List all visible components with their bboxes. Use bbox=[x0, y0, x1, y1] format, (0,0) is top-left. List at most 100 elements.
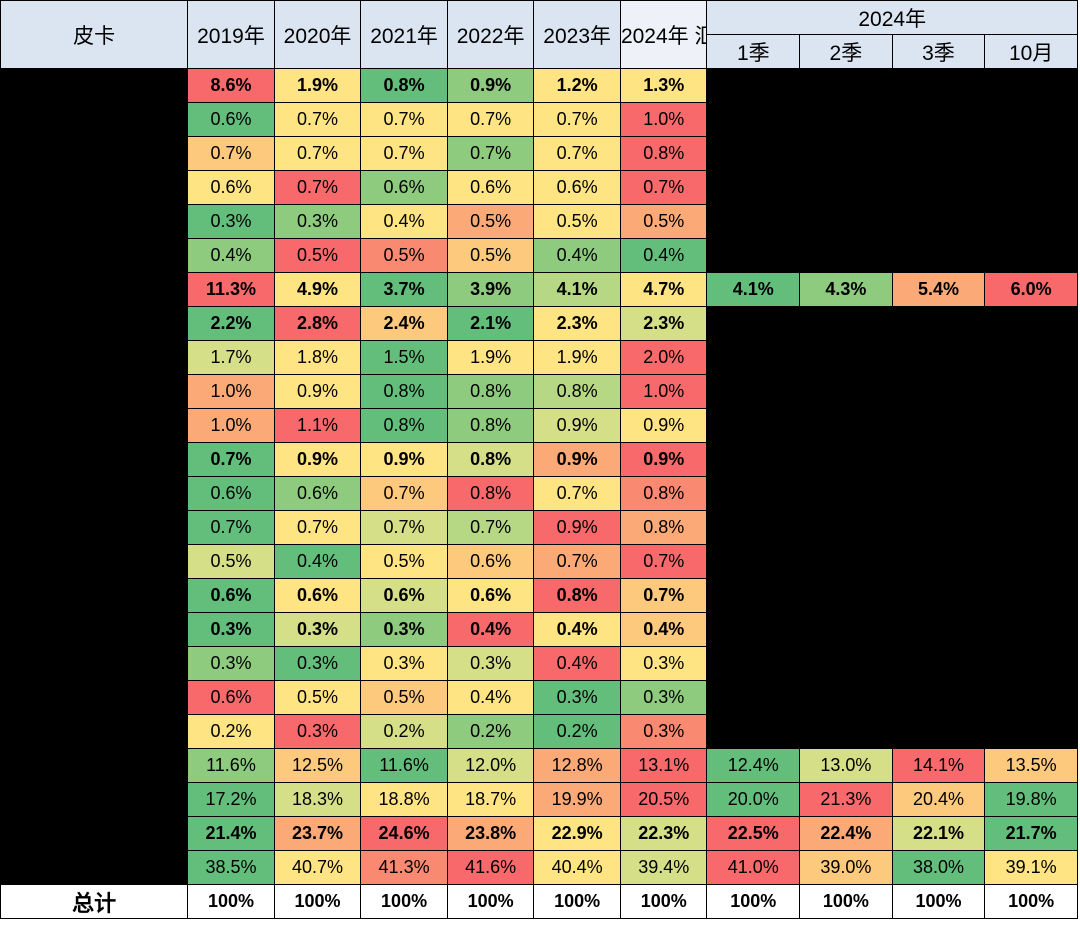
data-cell: 0.6% bbox=[447, 171, 534, 205]
row-label bbox=[1, 409, 188, 443]
data-cell bbox=[892, 477, 985, 511]
data-cell: 2.2% bbox=[188, 307, 275, 341]
row-label bbox=[1, 579, 188, 613]
data-cell: 0.9% bbox=[620, 409, 707, 443]
data-cell: 1.0% bbox=[188, 409, 275, 443]
data-cell: 0.8% bbox=[620, 477, 707, 511]
data-cell: 0.3% bbox=[534, 681, 621, 715]
data-cell: 3.7% bbox=[361, 273, 448, 307]
data-cell: 0.7% bbox=[361, 477, 448, 511]
data-cell bbox=[892, 69, 985, 103]
data-cell: 0.6% bbox=[534, 171, 621, 205]
header-label: 皮卡 bbox=[1, 1, 188, 69]
data-cell: 0.7% bbox=[274, 171, 361, 205]
data-cell: 0.7% bbox=[534, 103, 621, 137]
data-cell bbox=[892, 307, 985, 341]
data-cell: 5.4% bbox=[892, 273, 985, 307]
data-cell: 2.8% bbox=[274, 307, 361, 341]
header-quarter: 10月 bbox=[985, 35, 1078, 69]
data-cell: 0.5% bbox=[361, 681, 448, 715]
data-cell: 0.5% bbox=[620, 205, 707, 239]
data-cell: 0.3% bbox=[274, 647, 361, 681]
data-cell bbox=[707, 613, 800, 647]
data-cell: 0.6% bbox=[188, 477, 275, 511]
data-cell bbox=[707, 647, 800, 681]
data-cell: 0.6% bbox=[188, 103, 275, 137]
data-cell: 0.6% bbox=[447, 545, 534, 579]
row-label bbox=[1, 545, 188, 579]
data-cell: 0.2% bbox=[188, 715, 275, 749]
data-cell: 0.3% bbox=[620, 647, 707, 681]
data-cell: 0.5% bbox=[274, 239, 361, 273]
data-cell bbox=[985, 171, 1078, 205]
data-cell: 0.8% bbox=[361, 69, 448, 103]
data-cell: 11.6% bbox=[361, 749, 448, 783]
data-cell: 0.8% bbox=[534, 375, 621, 409]
data-cell: 0.7% bbox=[447, 137, 534, 171]
data-cell: 13.1% bbox=[620, 749, 707, 783]
data-cell: 1.2% bbox=[534, 69, 621, 103]
data-cell bbox=[985, 443, 1078, 477]
data-cell bbox=[800, 443, 893, 477]
data-cell: 0.9% bbox=[620, 443, 707, 477]
data-cell: 39.1% bbox=[985, 851, 1078, 885]
data-cell bbox=[985, 511, 1078, 545]
row-label bbox=[1, 375, 188, 409]
data-cell bbox=[707, 205, 800, 239]
data-cell bbox=[892, 545, 985, 579]
data-cell: 0.6% bbox=[274, 579, 361, 613]
data-cell: 38.5% bbox=[188, 851, 275, 885]
data-cell: 0.5% bbox=[361, 545, 448, 579]
data-cell: 2.0% bbox=[620, 341, 707, 375]
data-cell bbox=[707, 545, 800, 579]
data-cell: 38.0% bbox=[892, 851, 985, 885]
data-cell bbox=[707, 103, 800, 137]
data-cell: 0.9% bbox=[534, 511, 621, 545]
data-cell: 0.2% bbox=[534, 715, 621, 749]
data-cell: 1.0% bbox=[188, 375, 275, 409]
data-cell: 0.7% bbox=[447, 103, 534, 137]
data-cell: 0.7% bbox=[620, 579, 707, 613]
data-cell: 0.5% bbox=[361, 239, 448, 273]
data-cell: 0.7% bbox=[361, 137, 448, 171]
data-cell bbox=[892, 613, 985, 647]
data-cell bbox=[800, 69, 893, 103]
data-cell: 0.4% bbox=[534, 239, 621, 273]
data-cell: 1.9% bbox=[274, 69, 361, 103]
data-cell: 0.7% bbox=[361, 103, 448, 137]
data-cell: 0.9% bbox=[534, 409, 621, 443]
data-cell bbox=[800, 307, 893, 341]
header-quarter: 2季 bbox=[800, 35, 893, 69]
data-cell: 0.3% bbox=[361, 613, 448, 647]
data-cell bbox=[985, 409, 1078, 443]
data-cell bbox=[985, 137, 1078, 171]
data-cell: 12.5% bbox=[274, 749, 361, 783]
data-cell bbox=[892, 579, 985, 613]
data-cell bbox=[800, 409, 893, 443]
data-cell: 4.1% bbox=[707, 273, 800, 307]
data-cell: 1.9% bbox=[534, 341, 621, 375]
data-cell: 22.5% bbox=[707, 817, 800, 851]
data-cell: 0.3% bbox=[274, 715, 361, 749]
data-cell: 0.3% bbox=[361, 647, 448, 681]
header-quarter-group: 2024年 bbox=[707, 1, 1078, 35]
row-label bbox=[1, 137, 188, 171]
row-label bbox=[1, 817, 188, 851]
data-cell: 0.7% bbox=[188, 443, 275, 477]
data-cell: 0.2% bbox=[361, 715, 448, 749]
data-cell: 0.4% bbox=[361, 205, 448, 239]
data-cell bbox=[707, 239, 800, 273]
header-quarter: 1季 bbox=[707, 35, 800, 69]
data-cell bbox=[985, 647, 1078, 681]
data-cell bbox=[800, 647, 893, 681]
data-cell bbox=[985, 307, 1078, 341]
total-cell: 100% bbox=[447, 885, 534, 919]
data-cell bbox=[985, 69, 1078, 103]
row-label bbox=[1, 749, 188, 783]
data-cell bbox=[892, 103, 985, 137]
data-cell bbox=[707, 715, 800, 749]
data-cell bbox=[800, 477, 893, 511]
row-label bbox=[1, 443, 188, 477]
data-cell: 0.4% bbox=[274, 545, 361, 579]
data-cell: 41.6% bbox=[447, 851, 534, 885]
